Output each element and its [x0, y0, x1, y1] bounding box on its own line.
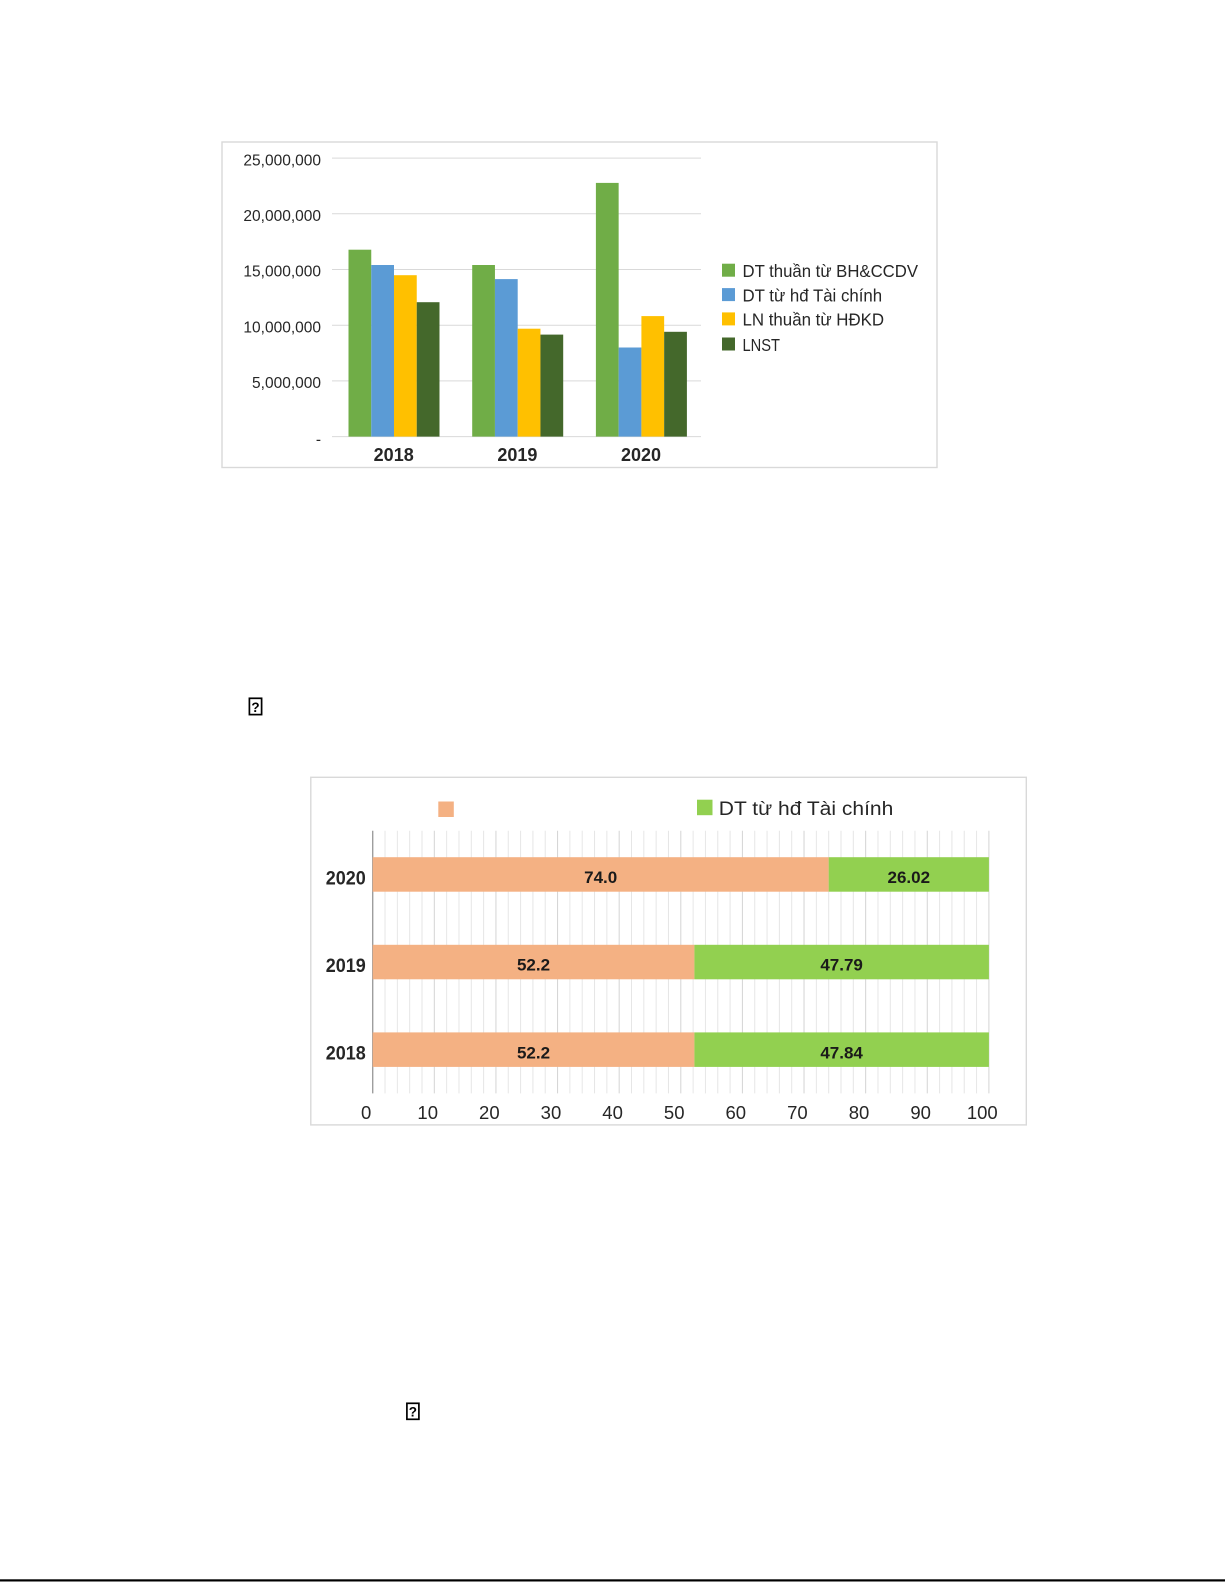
svg-text:26.02: 26.02	[888, 868, 931, 887]
svg-text:2020: 2020	[621, 445, 661, 465]
svg-text:DT từ hđ Tài chính: DT từ hđ Tài chính	[743, 285, 883, 305]
svg-text:47.84: 47.84	[820, 1043, 863, 1062]
svg-text:80: 80	[849, 1102, 870, 1123]
svg-text:20,000,000: 20,000,000	[243, 208, 321, 225]
svg-text:52.2: 52.2	[517, 956, 550, 975]
svg-text:90: 90	[910, 1102, 931, 1123]
svg-text:47.79: 47.79	[820, 956, 863, 975]
svg-text:50: 50	[664, 1102, 685, 1123]
svg-text:0: 0	[361, 1102, 371, 1123]
svg-text:100: 100	[967, 1102, 998, 1123]
svg-text:2020: 2020	[326, 868, 366, 890]
svg-text:2019: 2019	[497, 445, 537, 465]
svg-text:LN thuần từ HĐKD: LN thuần từ HĐKD	[743, 310, 885, 330]
svg-text:?: ?	[409, 1405, 417, 1420]
svg-text:2018: 2018	[374, 445, 414, 465]
svg-text:60: 60	[726, 1102, 747, 1123]
svg-text:LNST: LNST	[743, 335, 781, 355]
svg-text:2019: 2019	[326, 955, 366, 977]
svg-text:-: -	[316, 432, 321, 449]
svg-text:40: 40	[602, 1102, 623, 1123]
svg-text:52.2: 52.2	[517, 1043, 550, 1062]
svg-text:25,000,000: 25,000,000	[243, 152, 321, 169]
svg-text:10,000,000: 10,000,000	[243, 319, 321, 336]
svg-text:15,000,000: 15,000,000	[243, 264, 321, 281]
svg-text:74.0: 74.0	[584, 868, 617, 887]
svg-text:5,000,000: 5,000,000	[252, 375, 321, 392]
svg-text:2018: 2018	[326, 1043, 366, 1065]
svg-text:10: 10	[417, 1102, 438, 1123]
svg-text:30: 30	[541, 1102, 562, 1123]
svg-text:20: 20	[479, 1102, 500, 1123]
svg-text:?: ?	[251, 700, 259, 715]
svg-text:DT từ hđ Tài chính: DT từ hđ Tài chính	[719, 798, 894, 820]
svg-text:DT thuần từ BH&CCDV: DT thuần từ BH&CCDV	[743, 261, 919, 281]
svg-text:70: 70	[787, 1102, 808, 1123]
